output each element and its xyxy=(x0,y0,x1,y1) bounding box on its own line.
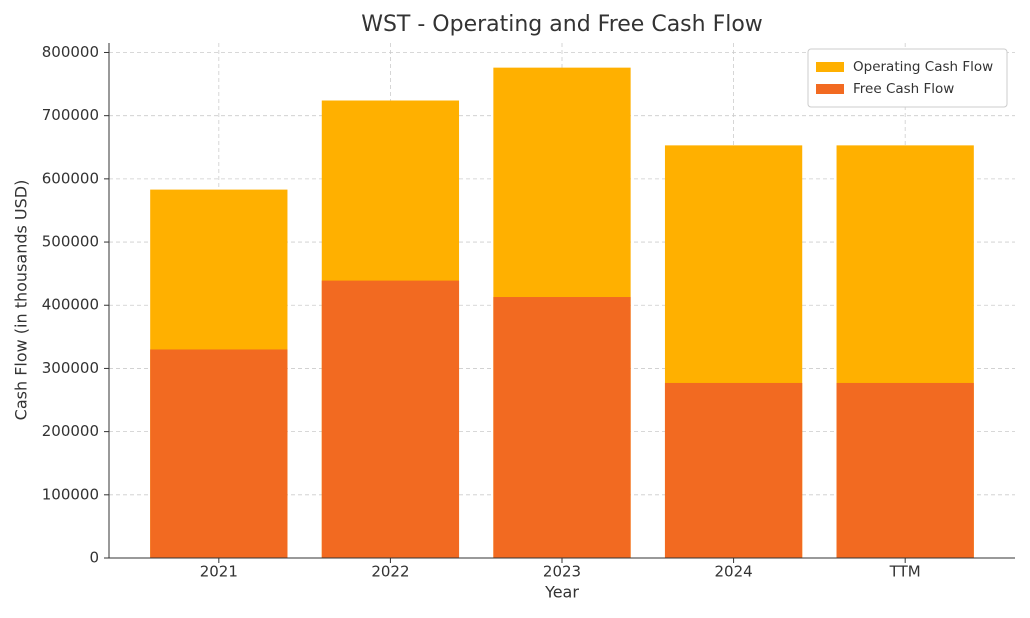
y-tick-label: 0 xyxy=(89,549,99,567)
y-tick-label: 400000 xyxy=(42,296,99,314)
x-axis-label: Year xyxy=(544,583,579,602)
y-tick-label: 700000 xyxy=(42,106,99,124)
y-axis-label: Cash Flow (in thousands USD) xyxy=(12,180,31,421)
y-tick-label: 300000 xyxy=(42,359,99,377)
y-tick-label: 800000 xyxy=(42,43,99,61)
y-tick-label: 200000 xyxy=(42,422,99,440)
legend-swatch xyxy=(816,84,844,94)
x-tick-label: 2023 xyxy=(543,563,581,581)
x-tick-label: TTM xyxy=(889,563,921,581)
bar xyxy=(150,349,288,558)
y-tick-label: 100000 xyxy=(42,485,99,503)
chart-title: WST - Operating and Free Cash Flow xyxy=(361,12,763,37)
bar xyxy=(321,280,460,558)
legend-swatch xyxy=(816,62,844,72)
legend-label: Free Cash Flow xyxy=(853,81,954,97)
legend-box xyxy=(807,48,1008,108)
y-tick-label: 500000 xyxy=(42,233,99,251)
x-tick-label: 2022 xyxy=(371,563,409,581)
y-tick-label: 600000 xyxy=(42,169,99,187)
legend-label: Operating Cash Flow xyxy=(853,59,993,75)
x-tick-label: 2024 xyxy=(714,563,752,581)
bar xyxy=(836,382,974,558)
bar xyxy=(664,382,803,558)
x-tick-label: 2021 xyxy=(200,563,238,581)
bar xyxy=(493,297,631,558)
